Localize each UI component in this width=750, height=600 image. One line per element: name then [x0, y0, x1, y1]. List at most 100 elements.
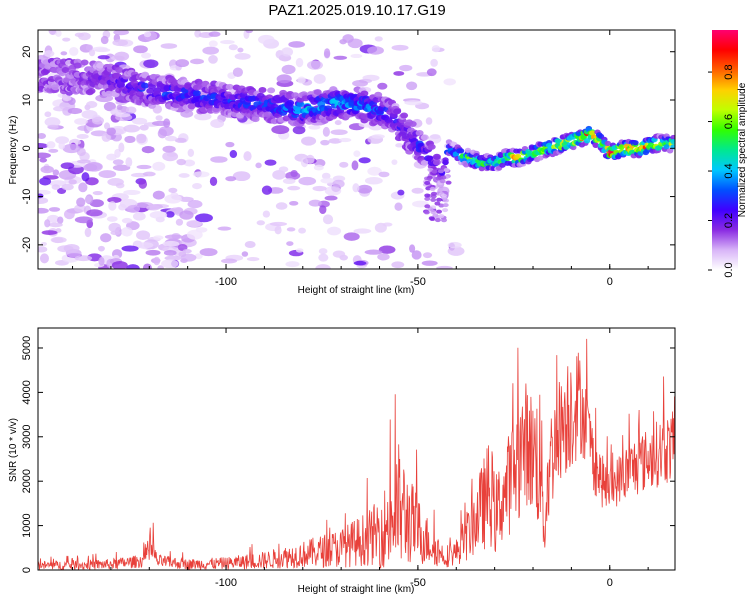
- spectrogram-cell: [85, 161, 103, 172]
- spectrogram-cell: [443, 78, 456, 86]
- spectrogram-cell: [286, 227, 296, 232]
- spectrogram-cell: [43, 50, 55, 58]
- spectrogram-cell: [192, 182, 202, 190]
- spectrogram-cell: [442, 159, 449, 165]
- spectrogram-cell: [263, 111, 272, 118]
- spectrogram-cell: [258, 34, 275, 45]
- spectrogram-y-axis-label: Frequency (Hz): [8, 116, 19, 185]
- spectrogram-cell: [55, 136, 70, 145]
- spectrogram-cell: [136, 164, 152, 170]
- spectrogram-cell: [457, 148, 465, 154]
- spectrogram-cell: [442, 198, 449, 203]
- spectrogram-cell: [194, 112, 212, 121]
- x-tick-label: -100: [215, 577, 237, 589]
- spectrogram-cell: [62, 143, 81, 154]
- colorbar-label: Normalized spectral amplitude: [737, 82, 748, 217]
- spectrogram-cell: [267, 87, 276, 94]
- spectrogram-cell: [123, 189, 141, 195]
- spectrogram-cell: [187, 148, 195, 158]
- spectrogram-cell: [68, 179, 77, 185]
- spectrogram-cell: [153, 235, 164, 240]
- spectrogram-cell: [442, 203, 449, 208]
- spectrogram-cell: [322, 214, 334, 225]
- spectrogram-cell: [132, 212, 146, 221]
- spectrogram-cell: [62, 37, 71, 42]
- snr-panel: -100 -50 0 0 1000 2000 3000 4000 5000 Height of …: [8, 327, 676, 595]
- spectrogram-cell: [391, 159, 398, 165]
- spectrogram-cell: [38, 197, 49, 205]
- spectrogram-cell: [364, 176, 383, 185]
- spectrogram-cell: [73, 62, 82, 69]
- spectrogram-cell: [118, 203, 127, 211]
- spectrogram-cell: [313, 73, 326, 84]
- spectrogram-cell: [313, 164, 324, 171]
- spectrogram-cell: [162, 151, 179, 162]
- spectrogram-cell: [447, 241, 462, 249]
- spectrogram-cell: [210, 119, 225, 128]
- spectrogram-cell: [663, 144, 670, 150]
- snr-y-axis-label: SNR (10 * v/v): [8, 418, 19, 482]
- spectrogram-cell: [225, 176, 237, 182]
- spectrogram-cell: [39, 157, 48, 163]
- spectrogram-cell: [149, 211, 168, 219]
- spectrogram-cell: [281, 47, 294, 57]
- spectrogram-cell: [424, 193, 431, 198]
- spectrogram-cell: [103, 101, 116, 112]
- spectrogram-cell: [199, 248, 218, 257]
- spectrogram-cell: [38, 193, 44, 199]
- spectrogram-cell: [378, 245, 396, 254]
- spectrogram-cell: [436, 197, 443, 202]
- snr-marks: [38, 338, 675, 570]
- spectrogram-cell: [101, 132, 111, 142]
- spectrogram-cell: [106, 127, 116, 136]
- spectrogram-cell: [96, 62, 105, 69]
- spectrogram-cell: [404, 100, 423, 106]
- spectrogram-cell: [428, 216, 435, 221]
- colorbar-tick-label: 0.4: [723, 163, 735, 178]
- spectrogram-cell: [422, 252, 433, 259]
- spectrogram-cell: [271, 125, 290, 135]
- spectrogram-cell: [163, 249, 177, 256]
- spectrogram-cell: [234, 52, 251, 60]
- spectrogram-cell: [445, 180, 452, 185]
- spectrogram-cell: [332, 179, 345, 188]
- spectrogram-cell: [168, 187, 178, 193]
- spectrogram-cell: [89, 199, 104, 208]
- spectrogram-cell: [378, 171, 390, 178]
- spectrogram-cell: [164, 234, 183, 240]
- x-tick-label: -50: [410, 276, 426, 288]
- colorbar-tick-label: 0.6: [723, 114, 735, 129]
- spectrogram-cell: [395, 143, 404, 148]
- spectrogram-cell: [429, 186, 436, 191]
- spectrogram-cell: [38, 133, 47, 139]
- spectrogram-cell: [176, 158, 187, 166]
- spectrogram-cell: [86, 209, 103, 217]
- spectrogram-cell: [463, 162, 470, 168]
- spectrogram-cell: [308, 125, 321, 130]
- spectrogram-cell: [161, 259, 179, 269]
- spectrogram-cell: [187, 103, 196, 110]
- spectrogram-cell: [106, 153, 117, 161]
- spectrogram-cell: [312, 185, 327, 192]
- spectrogram-cell: [295, 57, 304, 68]
- spectrogram-cell: [425, 117, 433, 125]
- spectrogram-cell: [63, 243, 80, 253]
- spectrogram-cell: [298, 176, 317, 186]
- spectrogram-cell: [116, 104, 123, 111]
- spectrogram-cell: [48, 30, 57, 35]
- spectrogram-cell: [440, 175, 447, 180]
- spectrogram-cell: [371, 134, 385, 139]
- spectrogram-cell: [604, 140, 612, 146]
- spectrogram-cell: [391, 44, 409, 51]
- spectrogram-cell: [85, 44, 94, 51]
- spectrogram-cell: [256, 220, 265, 226]
- spectrogram-cell: [158, 126, 174, 137]
- spectrogram-cell: [434, 218, 441, 223]
- spectrogram-cell: [145, 249, 161, 256]
- spectrogram-cell: [261, 185, 273, 195]
- spectrogram-cell: [112, 159, 124, 166]
- spectrogram-cell: [258, 86, 267, 93]
- spectrogram-cell: [114, 51, 130, 61]
- spectrogram-cell: [393, 71, 405, 76]
